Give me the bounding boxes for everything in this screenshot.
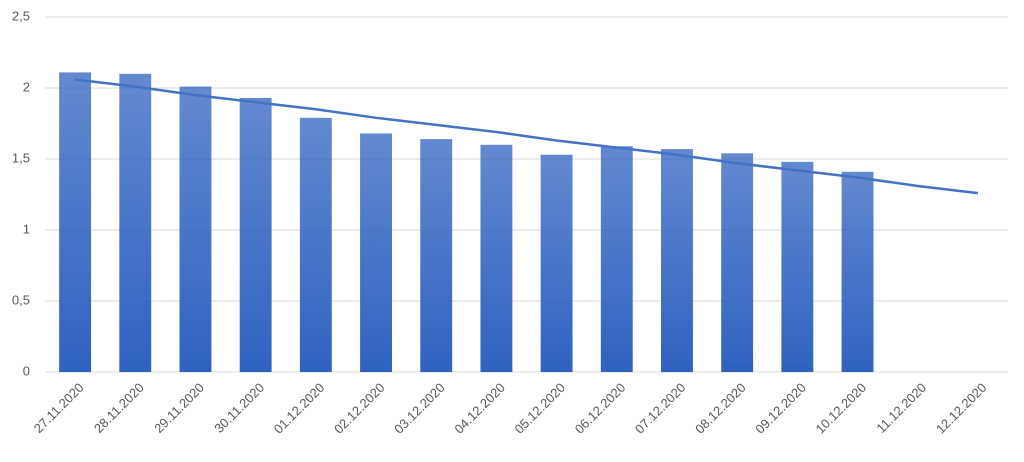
y-tick-label: 2 [23, 79, 30, 94]
x-tick-label: 11.12.2020 [873, 380, 929, 436]
y-tick-label: 1,5 [12, 150, 30, 165]
bar [540, 154, 573, 372]
bar [299, 117, 332, 372]
x-tick-label: 12.12.2020 [933, 380, 990, 437]
bar [119, 73, 152, 373]
x-tick-label: 02.12.2020 [331, 380, 388, 437]
y-tick-label: 0 [23, 363, 30, 378]
bar [480, 144, 513, 372]
x-tick-label: 08.12.2020 [692, 380, 749, 437]
bar [661, 149, 693, 372]
x-tick-label: 05.12.2020 [512, 380, 569, 437]
bar [781, 161, 814, 372]
x-tick-label: 04.12.2020 [451, 380, 508, 437]
bar [600, 146, 633, 372]
y-tick-label: 0,5 [12, 292, 30, 307]
y-tick-label: 1 [23, 221, 30, 236]
x-tick-label: 07.12.2020 [632, 380, 689, 437]
bar [841, 171, 874, 372]
bar [360, 133, 392, 372]
x-tick-label: 01.12.2020 [271, 380, 328, 437]
y-tick-label: 2,5 [12, 8, 30, 23]
x-tick-label: 03.12.2020 [391, 380, 448, 437]
x-tick-label: 06.12.2020 [572, 380, 629, 437]
bar [59, 72, 92, 372]
bar [420, 139, 453, 372]
x-tick-label: 30.11.2020 [211, 380, 267, 436]
x-tick-label: 28.11.2020 [91, 380, 147, 436]
bar [239, 97, 272, 372]
x-tick-label: 27.11.2020 [31, 380, 87, 436]
bar [179, 86, 212, 372]
bar [721, 153, 754, 372]
x-tick-label: 29.11.2020 [151, 380, 207, 436]
x-tick-label: 10.12.2020 [812, 380, 869, 437]
x-tick-label: 09.12.2020 [752, 380, 809, 437]
trend-line [74, 78, 979, 195]
